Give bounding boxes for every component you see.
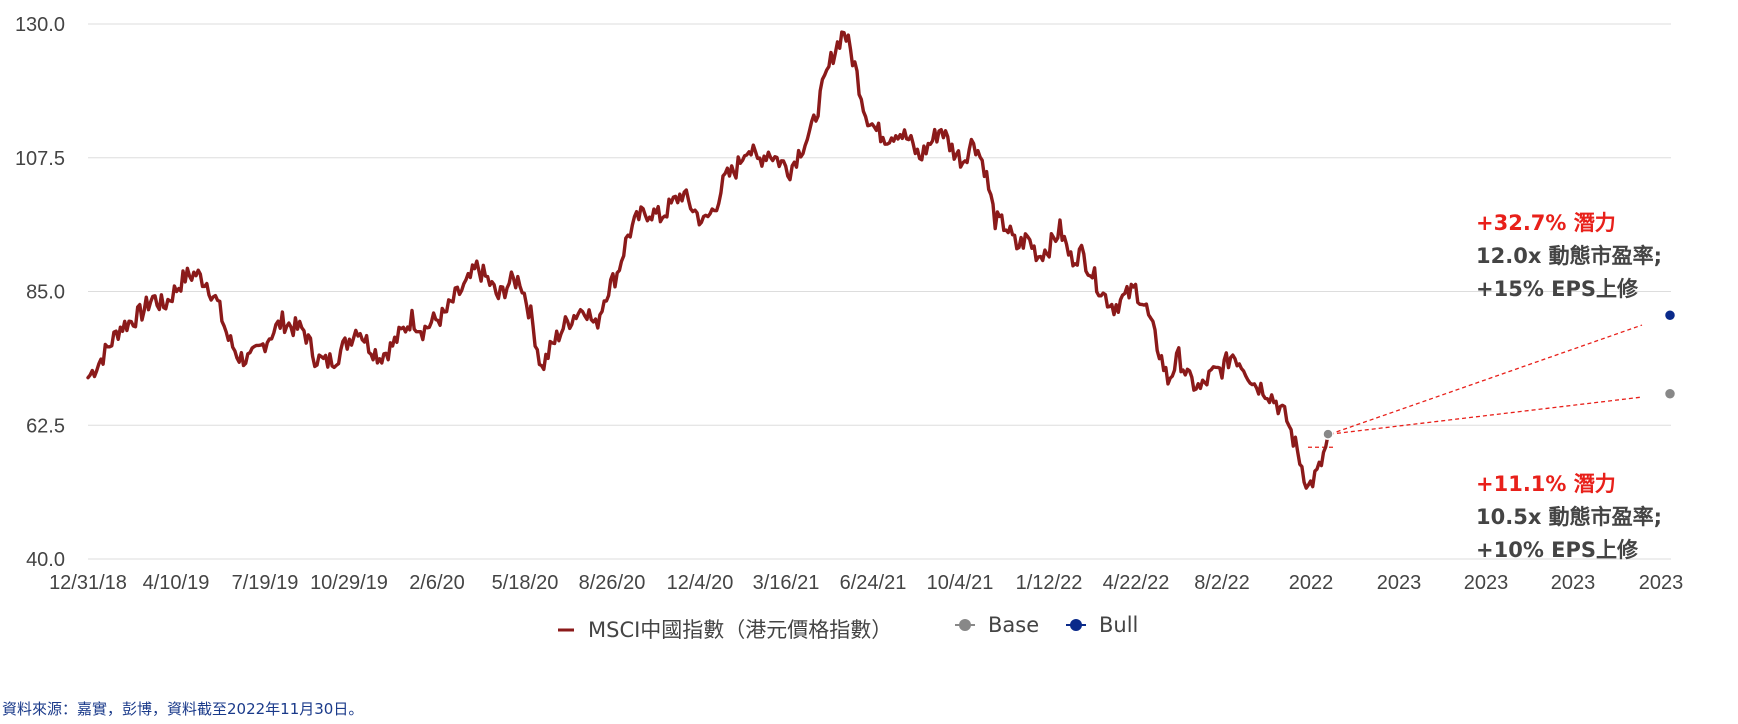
base-end-point bbox=[1663, 387, 1677, 400]
x-tick-label: 8/2/22 bbox=[1194, 572, 1250, 594]
scenario-points bbox=[1322, 309, 1677, 440]
projection-dashed-line bbox=[1329, 324, 1643, 435]
source-note: 資料來源：嘉實，彭博，資料截至2022年11月30日。 bbox=[2, 700, 364, 718]
y-tick-label: 62.5 bbox=[26, 415, 65, 437]
legend-base-marker bbox=[959, 619, 971, 631]
y-tick-label: 40.0 bbox=[26, 549, 65, 571]
projection-lines bbox=[1308, 324, 1643, 448]
projection-dashed-line bbox=[1329, 396, 1643, 435]
x-tick-label: 2023 bbox=[1377, 572, 1422, 594]
bull-end-point bbox=[1663, 309, 1677, 322]
x-axis-ticks: 12/31/18 4/10/19 7/19/19 10/29/19 2/6/20 5/18… bbox=[49, 572, 1683, 594]
y-tick-label: 130.0 bbox=[15, 14, 65, 36]
base-eps-note: +10% EPS上修 bbox=[1476, 538, 1639, 562]
base-start-point bbox=[1322, 428, 1334, 440]
legend-base-label: Base bbox=[988, 613, 1039, 637]
x-tick-label: 1/12/22 bbox=[1016, 572, 1083, 594]
y-axis-ticks: 130.0 107.5 85.0 62.5 40.0 bbox=[15, 14, 65, 571]
y-tick-label: 107.5 bbox=[15, 148, 65, 170]
base-potential-label: +11.1% 潛力 bbox=[1476, 472, 1616, 496]
x-tick-label: 5/18/20 bbox=[492, 572, 559, 594]
base-pe-note: 10.5x 動態市盈率; bbox=[1476, 505, 1662, 529]
x-tick-label: 12/4/20 bbox=[667, 572, 734, 594]
x-tick-label: 2023 bbox=[1639, 572, 1684, 594]
x-tick-label: 7/19/19 bbox=[232, 572, 299, 594]
legend-msci-label: MSCI中國指數（港元價格指數） bbox=[588, 618, 892, 642]
x-tick-label: 10/29/19 bbox=[310, 572, 388, 594]
x-tick-label: 4/22/22 bbox=[1103, 572, 1170, 594]
legend-bull-label: Bull bbox=[1099, 613, 1138, 637]
x-tick-label: 4/10/19 bbox=[143, 572, 210, 594]
x-tick-label: 2023 bbox=[1464, 572, 1509, 594]
grid-lines bbox=[88, 23, 1671, 560]
x-tick-label: 2023 bbox=[1551, 572, 1596, 594]
bull-potential-label: +32.7% 潛力 bbox=[1476, 211, 1616, 235]
bull-pe-note: 12.0x 動態市盈率; bbox=[1476, 244, 1662, 268]
msci-china-series-line bbox=[86, 30, 1332, 490]
legend: MSCI中國指數（港元價格指數） Base Bull bbox=[558, 613, 1138, 642]
legend-bull-marker bbox=[1070, 619, 1082, 631]
x-tick-label: 6/24/21 bbox=[840, 572, 907, 594]
x-tick-label: 12/31/18 bbox=[49, 572, 127, 594]
x-tick-label: 2/6/20 bbox=[409, 572, 465, 594]
y-tick-label: 85.0 bbox=[26, 282, 65, 304]
x-tick-label: 3/16/21 bbox=[753, 572, 820, 594]
x-tick-label: 10/4/21 bbox=[927, 572, 994, 594]
x-tick-label: 8/26/20 bbox=[579, 572, 646, 594]
x-tick-label: 2022 bbox=[1289, 572, 1334, 594]
bull-eps-note: +15% EPS上修 bbox=[1476, 277, 1639, 301]
